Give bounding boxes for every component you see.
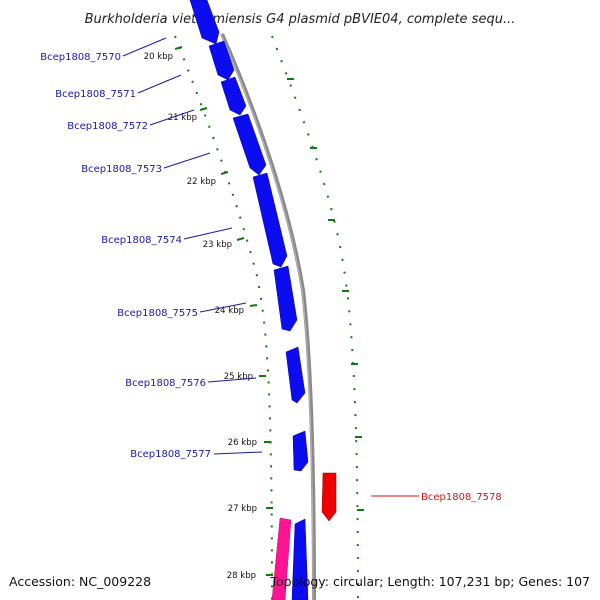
gene-arrow-7575[interactable] bbox=[273, 265, 298, 332]
kbp-tick-label: 25 kbp bbox=[224, 372, 253, 382]
gene-arrow-7573[interactable] bbox=[232, 113, 267, 176]
gene-arrow-next[interactable] bbox=[291, 518, 309, 600]
connector-7576 bbox=[207, 377, 257, 383]
kbp-tick-label: 20 kbp bbox=[144, 52, 173, 62]
accession-text: Accession: NC_009228 bbox=[9, 574, 151, 589]
connector-7570 bbox=[122, 37, 167, 57]
gene-arrow-7572[interactable] bbox=[220, 76, 247, 116]
connector-7575 bbox=[199, 302, 247, 313]
gene-label[interactable]: Bcep1808_7575 bbox=[117, 308, 198, 319]
gene-label[interactable]: Bcep1808_7570 bbox=[40, 52, 121, 63]
gene-arrow-7578[interactable] bbox=[321, 472, 337, 522]
kbp-tick-label: 24 kbp bbox=[215, 306, 244, 316]
connector-7573 bbox=[163, 152, 211, 169]
gene-arrow-7577[interactable] bbox=[292, 430, 309, 472]
gene-label[interactable]: Bcep1808_7577 bbox=[130, 449, 211, 460]
backbone-ring bbox=[220, 33, 316, 600]
kbp-tick-group: 20 kbp 21 kbp 22 kbp 23 kbp 24 kbp 25 kb… bbox=[144, 46, 364, 581]
kbp-tick-label: 23 kbp bbox=[203, 240, 232, 250]
kbp-tick-label: 26 kbp bbox=[228, 438, 257, 448]
gene-arrow-7570[interactable] bbox=[189, 0, 220, 45]
kbp-tick-mark bbox=[220, 171, 229, 175]
connector-7572 bbox=[149, 109, 195, 126]
backbone-highlight bbox=[220, 33, 314, 600]
connector-7571 bbox=[137, 74, 182, 94]
kbp-tick-label: 27 kbp bbox=[228, 504, 257, 514]
connector-7577 bbox=[213, 451, 263, 455]
gene-label-reverse[interactable]: Bcep1808_7578 bbox=[421, 492, 502, 503]
connector-7574 bbox=[183, 227, 233, 240]
kbp-tick-mark bbox=[249, 304, 258, 307]
topology-text: Topology: circular; Length: 107,231 bp; … bbox=[270, 574, 591, 589]
gene-arrow-7571[interactable] bbox=[208, 40, 235, 81]
kbp-tick-mark bbox=[199, 107, 208, 111]
gene-arrow-7574[interactable] bbox=[252, 172, 288, 268]
kbp-tick-label: 21 kbp bbox=[168, 113, 197, 123]
gene-label[interactable]: Bcep1808_7572 bbox=[67, 121, 148, 132]
label-connectors bbox=[122, 37, 419, 497]
kbp-tick-label: 28 kbp bbox=[227, 571, 256, 581]
gene-label[interactable]: Bcep1808_7574 bbox=[101, 235, 182, 246]
kbp-tick-label: 22 kbp bbox=[187, 177, 216, 187]
kbp-tick-mark bbox=[174, 46, 183, 50]
kbp-tick-mark bbox=[236, 237, 245, 241]
forward-gene-track bbox=[189, 0, 309, 600]
gene-label[interactable]: Bcep1808_7576 bbox=[125, 378, 206, 389]
map-title: Burkholderia vietnamiensis G4 plasmid pB… bbox=[85, 12, 516, 27]
gene-label[interactable]: Bcep1808_7573 bbox=[81, 164, 162, 175]
pink-feature-arrow[interactable] bbox=[271, 517, 292, 600]
gene-label[interactable]: Bcep1808_7571 bbox=[55, 89, 136, 100]
gene-arrow-7576[interactable] bbox=[285, 346, 306, 404]
